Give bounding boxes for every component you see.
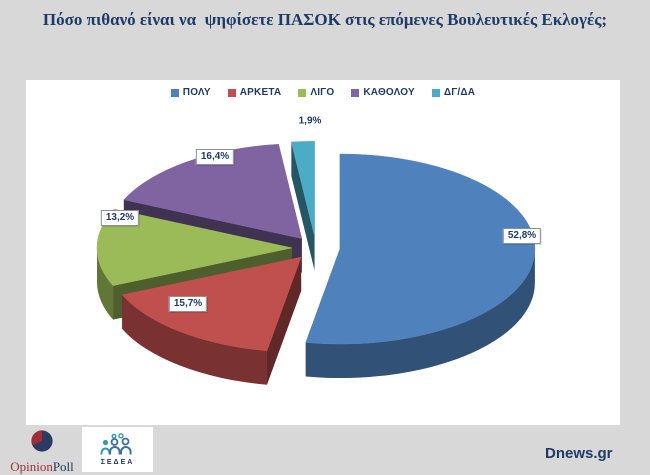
legend-swatch-arketa [227,88,236,97]
legend-label: ΛΙΓΟ [310,87,335,98]
sedea-logo: ΣΕΔΕΑ [82,427,153,472]
pie-slice-ΔΓ/ΔΑ [291,141,315,271]
legend-swatch-ligo [298,88,307,97]
chart-panel: ΠΟΛΥ ΑΡΚΕΤΑ ΛΙΓΟ ΚΑΘΟΛΟΥ ΔΓ/ΔΑ 52,8% 15,… [26,80,620,425]
legend-item-katholou: ΚΑΘΟΛΟΥ [351,87,415,98]
opinionpoll-logo: OpinionPoll [6,429,78,475]
pie-data-label-poly: 52,8% [502,228,542,244]
source-credit: Dnews.gr [545,445,613,462]
pie-data-label-katholou: 16,4% [195,149,235,165]
opinionpoll-wordmark: OpinionPoll [6,459,78,475]
pie-slice-ΑΡΚΕΤΑ [121,256,302,385]
opinionpoll-wordmark-opinion: Opinion [10,459,53,474]
pie-data-label-arketa: 15,7% [168,296,208,312]
pie-data-label-dgda: 1,9% [298,115,322,127]
legend-label: ΑΡΚΕΤΑ [239,87,282,98]
sedea-people-icon [100,433,132,455]
chart-legend: ΠΟΛΥ ΑΡΚΕΤΑ ΛΙΓΟ ΚΑΘΟΛΟΥ ΔΓ/ΔΑ [26,87,620,98]
opinionpoll-pie-icon [31,430,53,452]
pie-chart [96,141,536,385]
legend-item-ligo: ΛΙΓΟ [298,87,334,98]
legend-item-dgda: ΔΓ/ΔΑ [431,87,476,98]
legend-item-poly: ΠΟΛΥ [170,87,211,98]
legend-label: ΚΑΘΟΛΟΥ [363,87,415,98]
opinionpoll-wordmark-poll: Poll [52,459,74,474]
page-title: Πόσο πιθανό είναι να ψηφίσετε ΠΑΣΟΚ στις… [42,10,608,29]
legend-swatch-poly [170,88,179,97]
pie-data-label-ligo: 13,2% [100,210,140,226]
legend-swatch-dgda [431,88,440,97]
sedea-wordmark: ΣΕΔΕΑ [100,459,135,466]
pie-slice-ΠΟΛΥ [305,153,536,379]
legend-label: ΔΓ/ΔΑ [443,87,476,98]
legend-label: ΠΟΛΥ [182,87,211,98]
legend-swatch-katholou [351,88,360,97]
legend-item-arketa: ΑΡΚΕΤΑ [227,87,282,98]
